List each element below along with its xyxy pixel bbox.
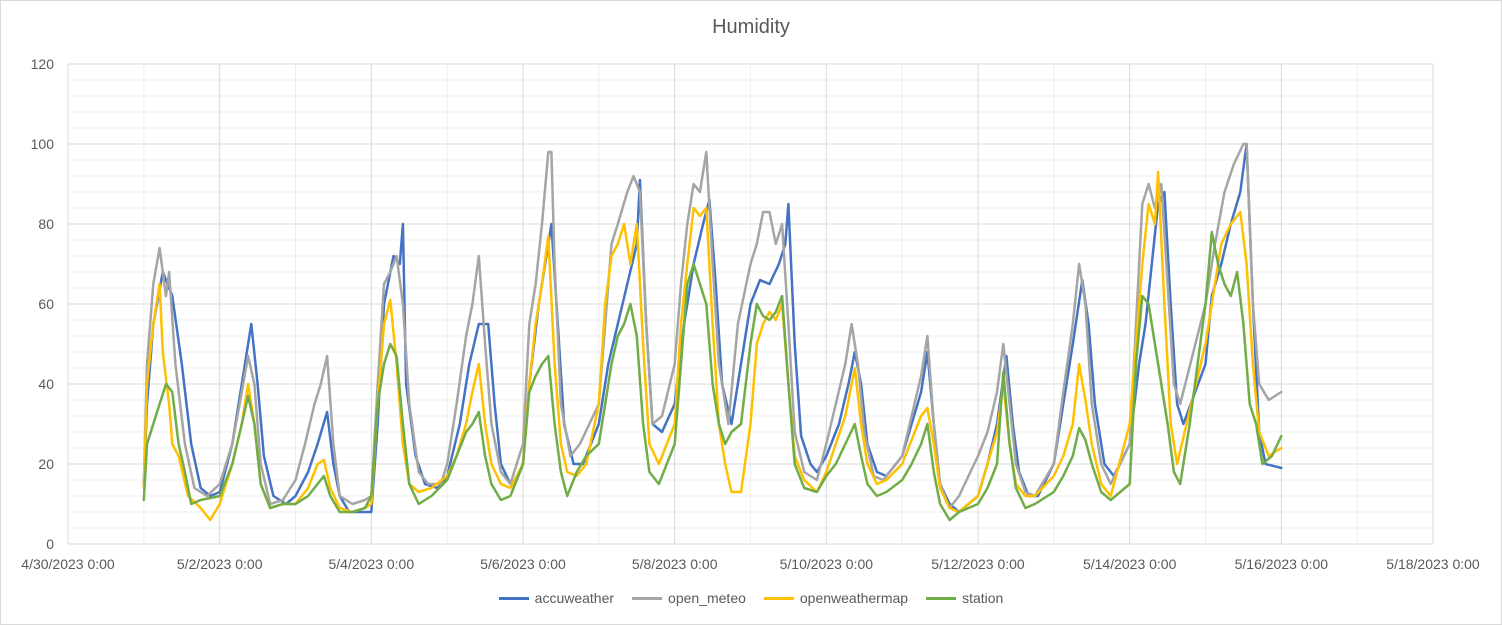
legend-label: accuweather bbox=[534, 590, 615, 606]
y-tick-label: 40 bbox=[38, 376, 54, 392]
y-tick-label: 120 bbox=[31, 56, 55, 72]
legend-swatch bbox=[632, 596, 663, 600]
x-tick-label: 5/8/2023 0:00 bbox=[632, 556, 718, 572]
x-axis-ticks: 4/30/2023 0:00 5/2/2023 0:00 5/4/2023 0:00… bbox=[21, 556, 1480, 572]
x-tick-label: 5/6/2023 0:00 bbox=[480, 556, 566, 572]
legend-item-openweathermap: openweathermap bbox=[763, 590, 909, 606]
legend-label: openweathermap bbox=[799, 590, 909, 606]
x-tick-label: 5/16/2023 0:00 bbox=[1235, 556, 1329, 572]
y-tick-label: 80 bbox=[38, 216, 54, 232]
y-tick-label: 100 bbox=[31, 136, 55, 152]
major-gridlines bbox=[67, 63, 1434, 545]
series-lines bbox=[142, 142, 1283, 522]
chart-legend: accuweather open_meteo openweathermap stati… bbox=[0, 590, 1502, 606]
x-tick-label: 4/30/2023 0:00 bbox=[21, 556, 115, 572]
legend-swatch bbox=[498, 596, 529, 600]
x-tick-label: 5/14/2023 0:00 bbox=[1083, 556, 1177, 572]
series-line-station bbox=[142, 230, 1283, 522]
chart-title: Humidity bbox=[712, 16, 790, 38]
x-tick-label: 5/10/2023 0:00 bbox=[780, 556, 874, 572]
series-line-open_meteo bbox=[142, 142, 1283, 510]
series-line-openweathermap bbox=[142, 170, 1283, 522]
x-tick-label: 5/4/2023 0:00 bbox=[329, 556, 415, 572]
x-tick-label: 5/2/2023 0:00 bbox=[177, 556, 263, 572]
legend-item-station: station bbox=[926, 590, 1003, 606]
y-axis-ticks: 0 20 40 60 80 100 120 bbox=[31, 56, 55, 552]
legend-item-open_meteo: open_meteo bbox=[632, 590, 746, 606]
legend-item-accuweather: accuweather bbox=[498, 590, 615, 606]
x-tick-label: 5/12/2023 0:00 bbox=[931, 556, 1025, 572]
legend-label: station bbox=[962, 590, 1004, 606]
legend-swatch bbox=[763, 596, 794, 600]
legend-label: open_meteo bbox=[668, 590, 746, 606]
legend-swatch bbox=[926, 596, 957, 600]
y-tick-label: 20 bbox=[38, 456, 54, 472]
x-tick-label: 5/18/2023 0:00 bbox=[1386, 556, 1480, 572]
y-tick-label: 60 bbox=[38, 296, 54, 312]
y-tick-label: 0 bbox=[46, 536, 54, 552]
